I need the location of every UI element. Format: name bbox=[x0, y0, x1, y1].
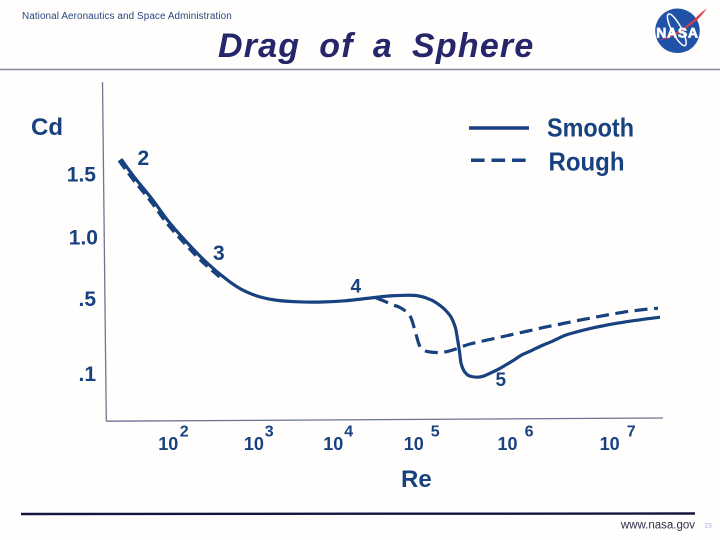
svg-text:5: 5 bbox=[496, 370, 507, 391]
svg-text:23: 23 bbox=[705, 523, 713, 530]
svg-text:3: 3 bbox=[265, 424, 274, 441]
svg-text:1.0: 1.0 bbox=[69, 227, 98, 250]
svg-text:.5: .5 bbox=[78, 288, 96, 311]
svg-text:National Aeronautics and Space: National Aeronautics and Space Administr… bbox=[22, 11, 232, 22]
svg-text:2: 2 bbox=[180, 424, 189, 441]
svg-text:7: 7 bbox=[627, 424, 636, 441]
svg-text:5: 5 bbox=[431, 424, 440, 441]
svg-text:4: 4 bbox=[351, 277, 362, 298]
svg-text:10: 10 bbox=[323, 434, 343, 454]
svg-text:10: 10 bbox=[498, 434, 518, 454]
svg-text:NASA: NASA bbox=[656, 24, 698, 40]
svg-text:Smooth: Smooth bbox=[547, 113, 634, 143]
svg-text:10: 10 bbox=[404, 434, 424, 454]
svg-text:Rough: Rough bbox=[549, 147, 625, 177]
svg-text:Cd: Cd bbox=[31, 114, 63, 141]
svg-text:Drag of a Sphere: Drag of a Sphere bbox=[218, 27, 534, 65]
svg-text:Re: Re bbox=[401, 466, 432, 493]
svg-text:4: 4 bbox=[344, 424, 353, 441]
svg-text:www.nasa.gov: www.nasa.gov bbox=[620, 520, 695, 532]
svg-text:2: 2 bbox=[138, 147, 150, 170]
svg-text:10: 10 bbox=[158, 434, 178, 454]
svg-text:1.5: 1.5 bbox=[67, 164, 97, 187]
svg-text:3: 3 bbox=[213, 242, 225, 265]
svg-text:10: 10 bbox=[600, 434, 620, 454]
svg-text:.1: .1 bbox=[78, 363, 96, 386]
svg-text:6: 6 bbox=[525, 424, 534, 441]
svg-text:10: 10 bbox=[244, 434, 264, 454]
